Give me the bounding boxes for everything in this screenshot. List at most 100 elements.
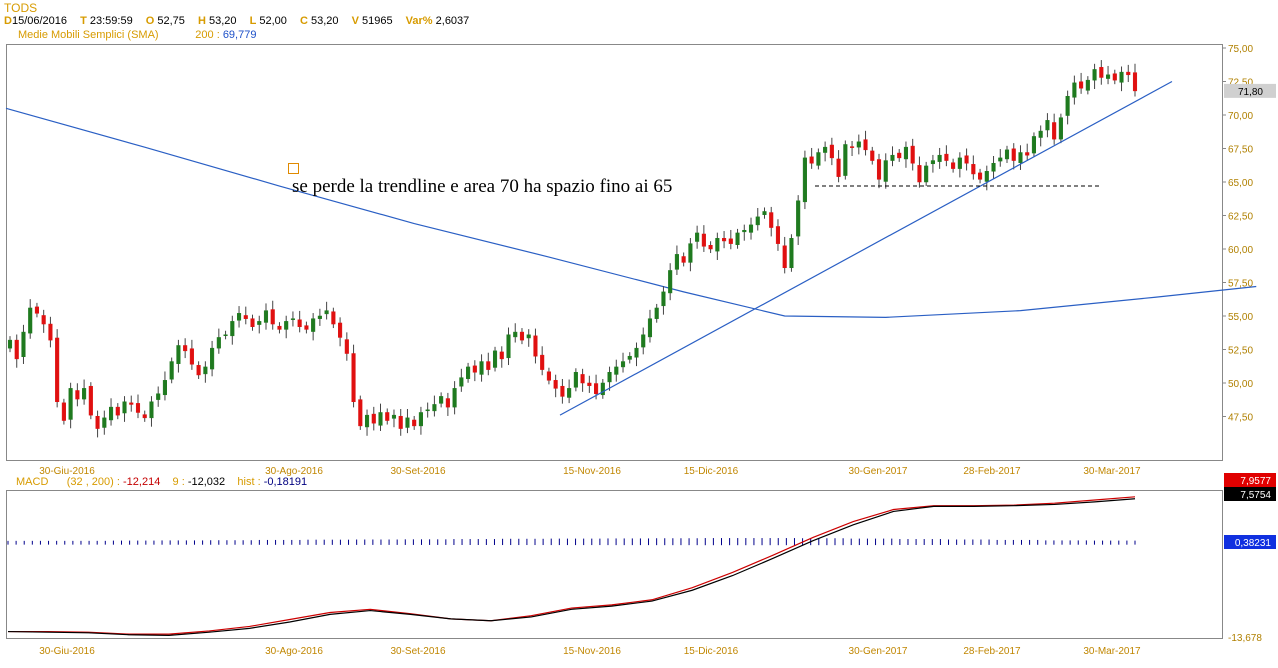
macd-x-tick-label: 30-Ago-2016	[265, 646, 323, 657]
candle-down	[1025, 152, 1030, 156]
y-tick-label: 72,50	[1228, 78, 1253, 89]
candle-up	[324, 310, 329, 315]
candle-up	[290, 318, 295, 320]
candle-up	[1045, 120, 1050, 131]
candle-down	[701, 233, 706, 247]
y-tick-label: 47,50	[1228, 413, 1253, 424]
candle-down	[546, 371, 551, 381]
sma-value: 69,779	[222, 29, 257, 41]
macd-signal-value-box-label: 7,9577	[1240, 476, 1271, 487]
candle-up	[762, 211, 767, 215]
candle-up	[567, 388, 572, 398]
candle-down	[385, 412, 390, 421]
candle-up	[108, 406, 114, 421]
candle-down	[445, 398, 450, 408]
candle-up	[7, 339, 13, 349]
last-price-badge	[1224, 83, 1276, 98]
candle-down	[135, 403, 141, 413]
candle-up	[162, 380, 167, 396]
candle-up	[210, 347, 215, 370]
candle-down	[34, 306, 39, 314]
candle-up	[506, 334, 511, 359]
candle-up	[513, 331, 518, 338]
macd-x-tick-label: 30-Set-2016	[390, 646, 445, 657]
candle-up	[466, 366, 471, 379]
candle-down	[829, 144, 834, 159]
candle-up	[28, 307, 33, 334]
candle-up	[1072, 82, 1077, 98]
candle-up	[991, 162, 996, 172]
candle-up	[755, 216, 760, 226]
x-tick-label: 30-Gen-2017	[849, 466, 908, 477]
candle-down	[183, 345, 188, 352]
candle-up	[479, 361, 484, 375]
candle-up	[816, 152, 821, 166]
candle-up	[257, 321, 262, 325]
candle-up	[654, 307, 659, 319]
sma-label: Medie Mobili Semplici (SMA)	[18, 29, 159, 41]
last-price-label: 71,80	[1238, 87, 1263, 98]
candle-up	[364, 414, 370, 428]
candle-down	[277, 325, 282, 330]
candle-down	[587, 382, 592, 386]
candle-down	[1052, 122, 1057, 140]
candle-down	[836, 158, 841, 177]
candle-down	[412, 419, 417, 427]
candle-up	[391, 414, 397, 419]
candle-up	[418, 412, 423, 427]
candle-up	[573, 372, 578, 388]
candle-up	[317, 315, 322, 319]
candle-up	[230, 321, 235, 337]
candle-up	[284, 321, 289, 330]
candle-down	[1132, 72, 1138, 92]
candle-up	[641, 334, 646, 348]
candle-up	[378, 412, 383, 426]
candle-down	[472, 365, 477, 373]
y-tick-label: 55,00	[1228, 312, 1253, 323]
candle-up	[452, 388, 457, 408]
macd-x-tick-label: 30-Giu-2016	[39, 646, 95, 657]
candle-up	[68, 388, 73, 420]
candle-down	[944, 153, 949, 161]
candle-down	[964, 155, 969, 164]
macd-value-box	[1224, 487, 1276, 501]
candle-down	[809, 156, 814, 164]
candle-up	[607, 372, 612, 383]
candle-up	[984, 171, 989, 182]
annotation-handle	[288, 163, 299, 174]
candle-down	[371, 413, 376, 424]
candle-up	[311, 318, 316, 332]
candle-up	[647, 318, 653, 338]
candle-up	[439, 396, 444, 404]
candle-up	[668, 270, 673, 294]
candle-down	[1112, 73, 1117, 81]
x-tick-label: 15-Nov-2016	[563, 466, 621, 477]
candle-up	[789, 238, 794, 269]
candle-up	[1065, 95, 1070, 116]
candle-up	[688, 243, 693, 263]
candle-up	[998, 157, 1003, 162]
candle-up	[1106, 74, 1111, 79]
candle-up	[459, 377, 464, 387]
macd-signal-line	[8, 496, 1136, 635]
candle-down	[75, 390, 80, 400]
candle-down	[304, 325, 309, 330]
candle-up	[661, 291, 666, 307]
macd-legend: MACD (32 , 200) : -12,214 9 : -12,032 hi…	[16, 476, 308, 488]
trendline	[559, 80, 1173, 416]
candle-down	[41, 315, 46, 325]
hist-value-box	[1224, 535, 1276, 549]
macd-panel-frame	[6, 490, 1223, 639]
candle-down	[486, 361, 491, 370]
macd-min-label: -13,678	[1228, 633, 1262, 644]
sma-legend: Medie Mobili Semplici (SMA) 200 : 69,779	[18, 29, 256, 41]
macd-x-tick-label: 30-Gen-2017	[849, 646, 908, 657]
candle-down	[142, 414, 147, 419]
candle-up	[742, 229, 747, 233]
candle-up	[526, 334, 531, 339]
candle-down	[398, 415, 403, 429]
candle-up	[856, 141, 861, 148]
candle-down	[560, 385, 565, 397]
candle-up	[203, 366, 208, 375]
